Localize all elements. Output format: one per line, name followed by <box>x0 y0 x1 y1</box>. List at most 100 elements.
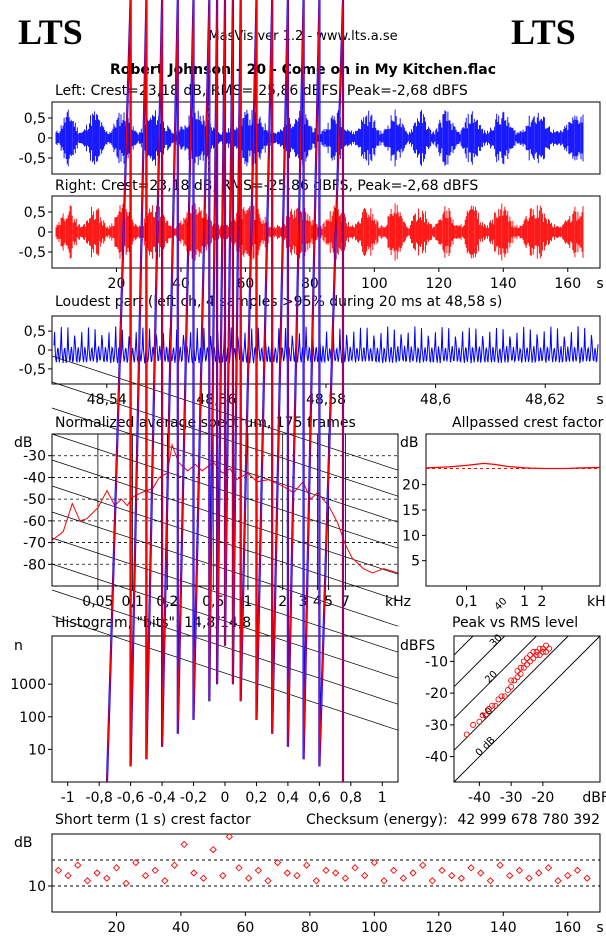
peak-vs-rms-point <box>505 687 511 693</box>
x-tick-label: 48,6 <box>420 392 451 408</box>
x-tick-label: 1 <box>243 594 252 610</box>
checksum-label: Checksum (energy): <box>306 812 448 828</box>
histogram-right-trace <box>106 0 344 783</box>
short-term-crest-point <box>351 864 359 872</box>
y-tick-label: 20 <box>402 478 420 494</box>
diagonal-label: 40 <box>493 596 510 613</box>
short-term-crest-point <box>506 871 514 880</box>
x-tick-label: -0,4 <box>148 790 175 806</box>
short-term-crest-point <box>322 866 330 875</box>
short-term-crest-point <box>390 866 398 875</box>
short-term-crest-point <box>225 832 233 841</box>
short-term-crest-point <box>370 858 378 867</box>
x-tick-label: 140 <box>490 276 517 292</box>
x-tick-label: -0,8 <box>86 790 113 806</box>
y-tick-label: -20 <box>425 686 448 702</box>
short-term-crest-point <box>467 864 475 872</box>
y-tick-label: -70 <box>23 536 46 552</box>
short-term-crest-point <box>264 877 272 885</box>
short-term-crest-point <box>554 877 562 885</box>
short-term-crest-point <box>219 871 227 880</box>
peak-vs-rms-point <box>530 648 537 655</box>
peak-vs-rms-point <box>508 677 515 684</box>
x-tick-label: 7 <box>341 594 350 610</box>
logo-right: LTS <box>511 12 576 52</box>
short-term-crest-point <box>332 869 340 877</box>
x-unit-label: kHz <box>587 594 606 610</box>
short-term-crest-point <box>112 864 121 872</box>
y-tick-label: -10 <box>425 654 448 670</box>
y-tick-label: 1000 <box>10 677 46 693</box>
x-tick-label: 1 <box>378 790 387 806</box>
peak-vs-rms-point <box>514 667 521 674</box>
short-term-crest-point <box>477 869 485 877</box>
logo-left: LTS <box>18 12 83 52</box>
x-tick-label: 40 <box>172 276 190 292</box>
peak-vs-rms-diagonal <box>453 635 601 783</box>
y-axis-label: dBFS <box>400 638 435 654</box>
peak-vs-rms-point <box>533 652 540 658</box>
y-tick-label: -60 <box>23 514 46 530</box>
peak-vs-rms-frame <box>453 635 601 783</box>
peak-vs-rms-point <box>479 712 486 719</box>
short-term-crest-point <box>209 845 217 854</box>
x-tick-label: 0,2 <box>156 594 178 610</box>
x-tick-label: -40 <box>468 790 491 806</box>
peak-vs-rms-point <box>543 642 549 649</box>
peak-vs-rms-diagonal <box>453 635 537 719</box>
y-tick-label: 0 <box>37 343 46 359</box>
peak-vs-rms-point <box>470 721 476 728</box>
x-tick-label: 0,1 <box>455 594 477 610</box>
peak-vs-rms-point <box>539 648 546 655</box>
short-term-crest-point <box>573 866 582 875</box>
short-term-crest-point <box>312 877 320 885</box>
y-axis-label: n <box>14 638 23 654</box>
y-tick-label: 10 <box>28 879 46 895</box>
x-tick-label: -1 <box>61 790 75 806</box>
x-tick-label: 48,58 <box>306 392 346 408</box>
short-term-crest-point <box>448 871 456 880</box>
x-tick-label: 0,8 <box>340 790 362 806</box>
peak-vs-rms-point <box>536 652 543 658</box>
short-term-crest-point <box>486 877 495 885</box>
peak-vs-rms-point <box>524 661 530 668</box>
peak-vs-rms-point <box>517 671 524 678</box>
y-tick-label: -0,5 <box>19 362 46 378</box>
short-term-crest-point <box>64 871 72 880</box>
x-tick-label: 0,5 <box>202 594 224 610</box>
short-term-crest-point <box>54 866 63 875</box>
y-tick-label: 0,5 <box>24 205 46 221</box>
y-tick-label: 15 <box>402 503 420 519</box>
panel-title: Right: Crest=23,18 dB, RMS=-25,86 dBFS, … <box>55 178 478 194</box>
short-term-crest-point <box>170 861 179 869</box>
x-tick-label: 120 <box>425 920 452 936</box>
short-term-crest-point <box>151 866 159 875</box>
x-tick-label: 60 <box>236 276 254 292</box>
y-tick-label: 10 <box>402 528 420 544</box>
y-tick-label: -30 <box>425 718 448 734</box>
short-term-crest-point <box>103 874 111 882</box>
x-unit-label: s <box>596 392 603 408</box>
peak-vs-rms-point <box>533 648 540 655</box>
panel-title: Peak vs RMS level <box>452 615 578 631</box>
spectrum-trace <box>51 442 399 574</box>
short-term-crest-point <box>361 871 369 880</box>
short-term-crest-point <box>438 866 446 875</box>
peak-vs-rms-point <box>463 731 470 738</box>
y-tick-label: -80 <box>23 557 46 573</box>
x-tick-label: -0,2 <box>180 790 207 806</box>
y-tick-label: -40 <box>425 750 448 766</box>
short-term-crest-point <box>515 866 524 875</box>
panel-title: Allpassed crest factor <box>452 415 604 431</box>
x-unit-label: dBFS <box>582 790 606 806</box>
short-term-crest-point <box>180 840 188 849</box>
y-tick-label: 5 <box>411 554 420 570</box>
x-tick-label: 1 <box>520 594 529 610</box>
loudest-part-trace <box>53 326 599 364</box>
peak-vs-rms-point <box>520 664 527 671</box>
panel-title: Short term (1 s) crest factor <box>55 812 251 828</box>
short-term-crest-point <box>341 874 349 882</box>
short-term-crest-point <box>535 869 543 877</box>
short-term-crest-point <box>274 858 282 867</box>
